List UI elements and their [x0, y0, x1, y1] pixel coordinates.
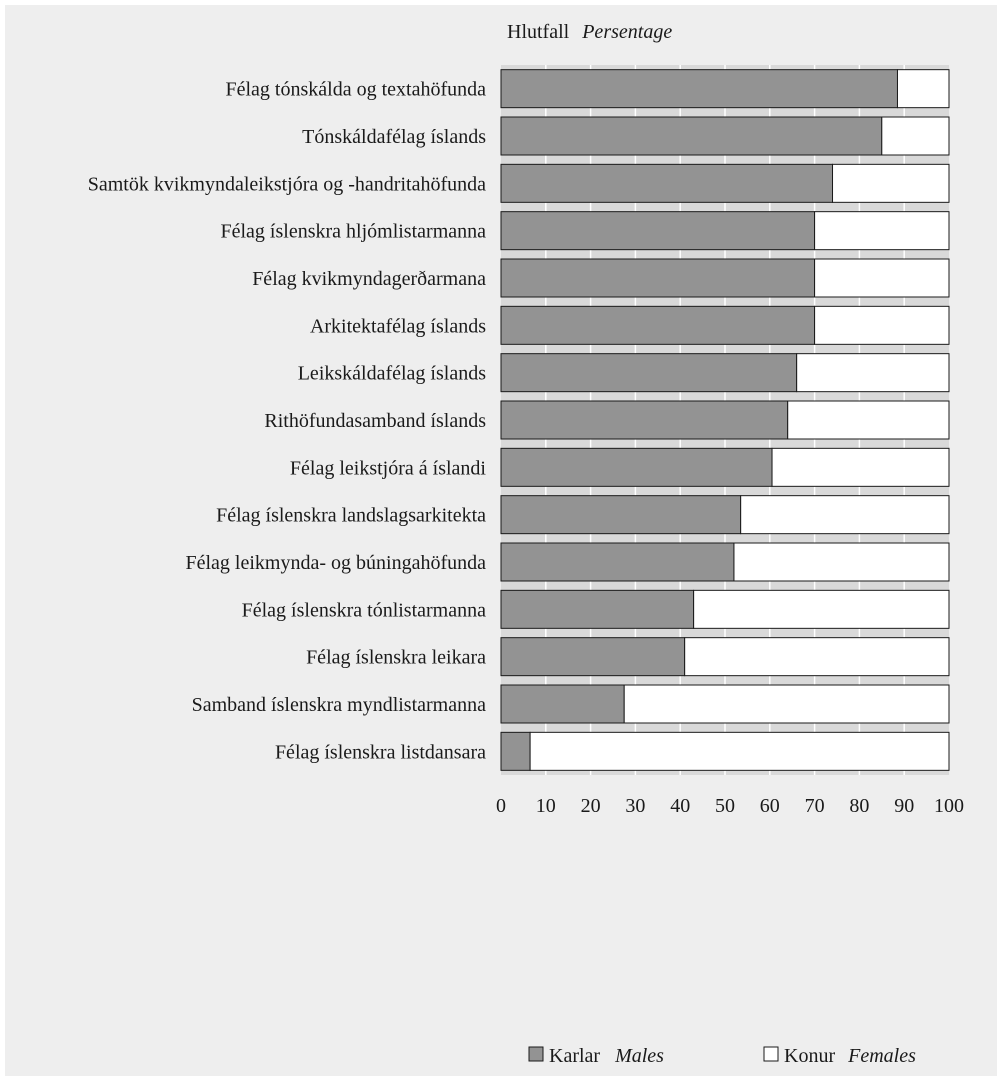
bar-males-2: [501, 117, 882, 155]
percent-axis-title: Hlutfall Persentage: [507, 21, 672, 43]
category-label-samband-islenskra-myndlistarmanna: Samband íslenskra myndlistarmanna: [192, 694, 487, 716]
category-label-felag-islenskra-hljomlistarmanna: Félag íslenskra hljómlistarmanna: [221, 221, 487, 243]
bar-males-13: [501, 638, 685, 676]
category-label-samtok-kvikmyndaleikstjora-og-handritahofunda: Samtök kvikmyndaleikstjóra og -handritah…: [88, 173, 486, 195]
x-tick-label-20: 20: [581, 795, 601, 817]
bar-males-4: [501, 212, 815, 250]
bar-females-5: [815, 259, 949, 297]
x-tick-label-90: 90: [894, 795, 914, 817]
legend-females-is: Konur: [784, 1045, 835, 1067]
legend-swatch-females: [764, 1047, 778, 1061]
bar-females-10: [741, 496, 949, 534]
x-tick-label-30: 30: [625, 795, 645, 817]
category-label-felag-islenskra-leikara: Félag íslenskra leikara: [306, 647, 486, 669]
category-label-rithofundasamband-islands: Rithöfundasamband íslands: [264, 410, 486, 432]
bar-males-14: [501, 685, 624, 723]
category-label-felag-islenskra-listdansara: Félag íslenskra listdansara: [275, 741, 486, 763]
x-tick-label-40: 40: [670, 795, 690, 817]
legend-swatch-males: [529, 1047, 543, 1061]
bar-females-9: [772, 448, 949, 486]
bar-females-8: [788, 401, 949, 439]
bar-females-3: [833, 164, 949, 202]
x-tick-label-50: 50: [715, 795, 735, 817]
x-tick-label-100: 100: [934, 795, 964, 817]
bar-males-1: [501, 70, 897, 108]
legend-males-is: Karlar: [549, 1045, 600, 1067]
bar-males-6: [501, 306, 815, 344]
x-tick-label-70: 70: [805, 795, 825, 817]
bar-females-7: [797, 354, 949, 392]
bar-males-11: [501, 543, 734, 581]
x-tick-label-60: 60: [760, 795, 780, 817]
category-label-felag-islenskra-landslagsarkitekta: Félag íslenskra landslagsarkitekta: [216, 505, 486, 527]
category-label-felag-islenskra-tonlistarmanna: Félag íslenskra tónlistarmanna: [242, 599, 487, 621]
category-label-felag-tonskalda-og-textahofunda: Félag tónskálda og textahöfunda: [226, 79, 487, 101]
bar-females-2: [882, 117, 949, 155]
x-tick-label-80: 80: [849, 795, 869, 817]
bar-females-12: [694, 590, 949, 628]
percent-axis-title-is: Hlutfall: [507, 21, 570, 43]
bar-males-15: [501, 732, 530, 770]
legend-males-en: Males: [614, 1045, 664, 1067]
bar-males-8: [501, 401, 788, 439]
x-tick-label-0: 0: [496, 795, 506, 817]
plot-area: [501, 65, 949, 775]
bar-females-15: [530, 732, 949, 770]
percent-axis-title-en: Persentage: [581, 21, 672, 43]
category-label-felag-leikstjora-a-islandi: Félag leikstjóra á íslandi: [290, 457, 487, 479]
bar-females-14: [624, 685, 949, 723]
bar-males-7: [501, 354, 797, 392]
category-label-leikskaldafelag-islands: Leikskáldafélag íslands: [298, 363, 486, 385]
bar-males-12: [501, 590, 694, 628]
category-label-tonskaldafelag-islands: Tónskáldafélag íslands: [302, 126, 486, 148]
category-label-arkitektafelag-islands: Arkitektafélag íslands: [310, 315, 486, 337]
legend-label-females: Konur Females: [784, 1045, 916, 1067]
legend-females-en: Females: [847, 1045, 916, 1067]
category-label-felag-leikmynda-og-buningahofunda: Félag leikmynda- og búningahöfunda: [186, 552, 487, 574]
bar-females-11: [734, 543, 949, 581]
bar-males-9: [501, 448, 772, 486]
bar-males-3: [501, 164, 833, 202]
bar-females-6: [815, 306, 949, 344]
bar-females-1: [897, 70, 949, 108]
bar-females-4: [815, 212, 949, 250]
x-tick-label-10: 10: [536, 795, 556, 817]
bar-females-13: [685, 638, 949, 676]
bar-males-10: [501, 496, 741, 534]
category-label-felag-kvikmyndager-armana: Félag kvikmyndagerðarmana: [252, 268, 486, 290]
bar-males-5: [501, 259, 815, 297]
